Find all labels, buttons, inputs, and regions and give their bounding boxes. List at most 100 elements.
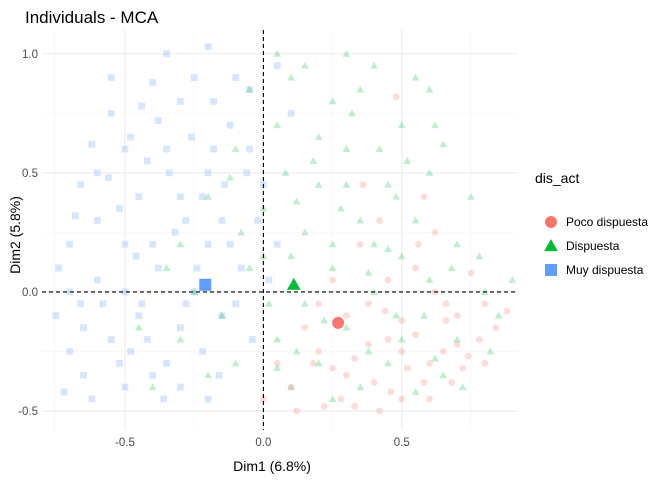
point-dispuesta [328, 264, 337, 272]
point-dispuesta [411, 216, 420, 224]
point-dispuesta [237, 228, 246, 236]
plot-panel [42, 30, 518, 430]
point-muy-dispuesta [135, 193, 143, 201]
point-dispuesta [328, 97, 337, 105]
point-poco-dispuesta [309, 359, 317, 367]
legend-items: Poco dispuesta Dispuesta Muy dispuesta [544, 215, 648, 277]
point-muy-dispuesta [193, 264, 201, 272]
point-poco-dispuesta [351, 355, 359, 362]
point-muy-dispuesta [218, 312, 226, 320]
point-muy-dispuesta [121, 288, 129, 296]
point-poco-dispuesta [420, 193, 428, 201]
point-poco-dispuesta [426, 395, 433, 403]
point-dispuesta [287, 73, 295, 81]
point-dispuesta [217, 311, 226, 319]
point-dispuesta [447, 264, 456, 272]
point-dispuesta [508, 276, 517, 283]
legend-title: dis_act [535, 170, 579, 186]
point-muy-dispuesta [107, 336, 115, 343]
x-tick-label: 0.5 [394, 437, 410, 449]
point-muy-dispuesta [93, 276, 101, 284]
point-dispuesta [364, 347, 373, 355]
point-muy-dispuesta [163, 50, 170, 58]
x-axis-ticks: -0.5 0.0 0.5 [115, 437, 410, 449]
point-poco-dispuesta [481, 300, 489, 308]
point-poco-dispuesta [403, 364, 411, 372]
point-muy-dispuesta [246, 86, 253, 93]
point-poco-dispuesta [503, 307, 511, 315]
point-muy-dispuesta [105, 174, 112, 182]
point-muy-dispuesta [163, 145, 170, 153]
point-dispuesta [300, 228, 309, 236]
legend-label-poco-dispuesta: Poco dispuesta [566, 215, 648, 229]
point-muy-dispuesta [248, 336, 256, 343]
point-muy-dispuesta [107, 109, 115, 117]
point-dispuesta [392, 311, 401, 319]
point-muy-dispuesta [77, 181, 85, 189]
point-dispuesta [342, 49, 351, 57]
point-dispuesta [392, 192, 401, 200]
point-dispuesta [458, 383, 467, 391]
point-dispuesta [384, 359, 392, 367]
point-muy-dispuesta [165, 169, 173, 177]
x-axis-title: Dim1 (6.8%) [233, 458, 311, 474]
point-dispuesta [486, 347, 495, 355]
point-muy-dispuesta [66, 240, 74, 248]
point-poco-dispuesta [287, 383, 295, 391]
y-tick-label: 1.0 [22, 49, 38, 61]
point-dispuesta [431, 354, 439, 362]
x-tick-label: -0.5 [115, 437, 135, 449]
point-muy-dispuesta [77, 300, 85, 308]
point-poco-dispuesta [412, 331, 420, 339]
point-muy-dispuesta [132, 252, 140, 260]
y-axis-ticks: -0.5 0.0 0.5 1.0 [18, 49, 38, 418]
point-dispuesta [231, 145, 240, 152]
point-dispuesta [384, 180, 392, 188]
point-poco-dispuesta [467, 269, 475, 277]
point-poco-dispuesta [492, 324, 500, 332]
centroid-muy-dispuesta [199, 278, 212, 291]
point-muy-dispuesta [163, 359, 170, 367]
point-poco-dispuesta [392, 93, 400, 101]
point-poco-dispuesta [343, 371, 350, 379]
point-poco-dispuesta [315, 300, 323, 308]
point-poco-dispuesta [365, 340, 372, 348]
point-dispuesta [328, 395, 337, 402]
point-poco-dispuesta [359, 181, 367, 189]
point-poco-dispuesta [453, 312, 461, 320]
point-dispuesta [356, 383, 365, 391]
point-poco-dispuesta [414, 240, 422, 248]
point-poco-dispuesta [259, 395, 267, 403]
point-dispuesta [300, 299, 309, 307]
point-poco-dispuesta [301, 324, 309, 332]
point-muy-dispuesta [149, 78, 157, 86]
point-dispuesta [148, 383, 157, 391]
point-dispuesta [273, 335, 282, 343]
point-muy-dispuesta [93, 217, 101, 224]
point-dispuesta [281, 168, 290, 176]
point-dispuesta [439, 140, 448, 148]
point-dispuesta [467, 192, 475, 200]
point-muy-dispuesta [204, 240, 212, 248]
point-muy-dispuesta [66, 348, 74, 355]
point-dispuesta [300, 61, 309, 69]
point-poco-dispuesta [351, 402, 359, 410]
point-muy-dispuesta [273, 62, 281, 70]
point-muy-dispuesta [182, 300, 190, 308]
legend-key-muy-dispuesta [545, 264, 557, 276]
point-poco-dispuesta [398, 348, 406, 355]
point-poco-dispuesta [384, 336, 392, 343]
point-muy-dispuesta [176, 383, 184, 391]
legend-key-poco-dispuesta [545, 216, 557, 228]
point-dispuesta [453, 335, 462, 343]
y-tick-label: 0.5 [22, 168, 38, 180]
point-muy-dispuesta [88, 140, 96, 148]
point-dispuesta [425, 168, 434, 176]
point-muy-dispuesta [138, 102, 146, 110]
point-muy-dispuesta [210, 145, 217, 153]
point-muy-dispuesta [143, 336, 151, 343]
point-poco-dispuesta [481, 359, 489, 367]
point-dispuesta [314, 133, 323, 141]
point-dispuesta [475, 252, 484, 260]
